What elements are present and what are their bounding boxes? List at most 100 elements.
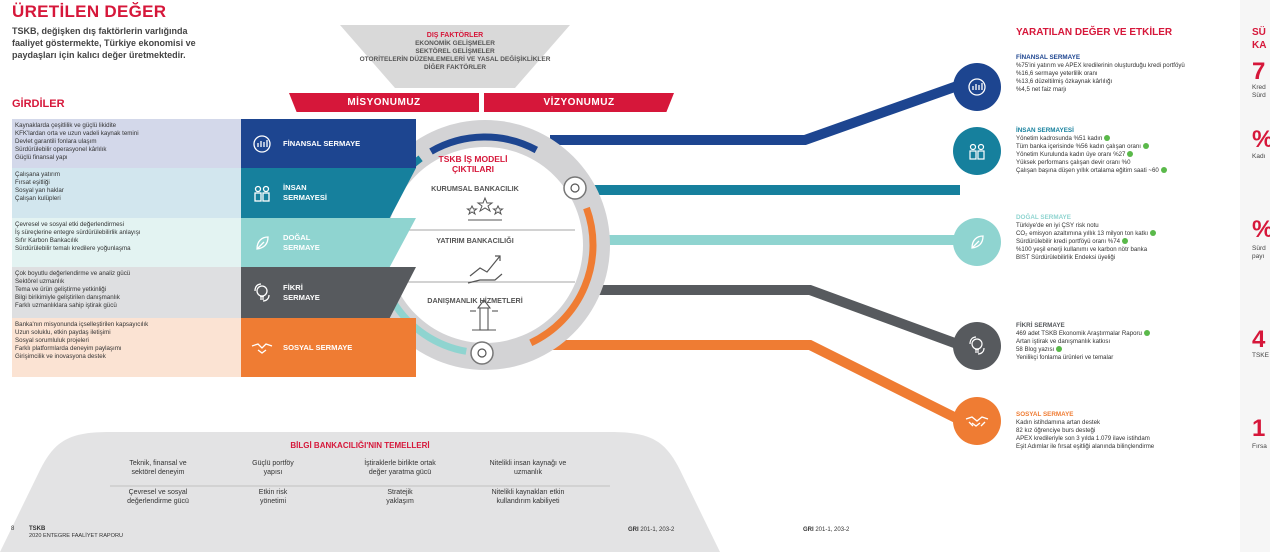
business-model-title: TSKB İŞ MODELİ ÇIKTILARI: [418, 154, 528, 174]
input-row-line: İş süreçlerine entegre sürdürülebilirlik…: [15, 229, 141, 236]
external-factor: SEKTÖREL GELİŞMELER: [415, 48, 495, 55]
capital-bar-label-line: SOSYAL SERMAYE: [283, 342, 353, 352]
output-block-title: FİKRİ SERMAYE: [1016, 322, 1065, 329]
input-row: Çevresel ve sosyal etki değerlendirmesi İ…: [12, 218, 242, 267]
inputs-title: GİRDİLER: [12, 98, 65, 110]
right-panel-stat-text: Kadı: [1252, 153, 1265, 161]
output-block-line-text: Türkiye'de en iyi ÇSY risk notu: [1016, 222, 1099, 229]
output-block-line-text: BIST Sürdürülebilirlik Endeksi üyeliği: [1016, 254, 1116, 261]
right-panel-title-line: KA: [1252, 40, 1267, 51]
right-panel-stat: 1: [1252, 415, 1266, 442]
outputs-title: YARATILAN DEĞER VE ETKİLER: [1016, 27, 1173, 38]
gri-label: GRI: [628, 527, 639, 533]
right-panel-title: SÜ KA: [1252, 26, 1266, 52]
knowledge-banking-cell-line: yapısı: [263, 469, 283, 476]
page-number: 8: [11, 526, 15, 532]
check-icon: [1160, 167, 1167, 174]
knowledge-banking-cell: Çevresel ve sosyal değerlendirme gücü: [103, 488, 213, 506]
right-panel-stat-line: Kred: [1252, 84, 1266, 91]
knowledge-banking-cell-line: Güçlü portföy: [252, 460, 294, 467]
gear-icon: [470, 341, 494, 365]
capital-bar-label: FİKRİ SERMAYE: [283, 283, 320, 303]
right-panel: [1240, 0, 1270, 552]
knowledge-banking-cell: Etkin risk yönetimi: [218, 488, 328, 506]
output-block-line: APEX kredileriyle son 3 yılda 1.079 ilav…: [1016, 435, 1154, 443]
advisory-services-label: DANIŞMANLIK HİZMETLERİ: [427, 296, 523, 305]
right-panel-stat-line: TSKE: [1252, 352, 1269, 359]
output-block-line: Eşit Adımlar ile fırsat eşitliği alanınd…: [1016, 443, 1154, 451]
flow-line-sosyal: [550, 340, 963, 425]
gear-icon: [563, 176, 587, 200]
output-block-line: Yönetim kadrosunda %51 kadın: [1016, 135, 1167, 143]
input-row-line: Fırsat eşitliği: [15, 179, 50, 186]
capital-bar: FİNANSAL SERMAYE: [241, 119, 416, 168]
capital-bar-label-line: DOĞAL: [283, 232, 311, 242]
input-row-line: KFK'lardan orta ve uzun vadeli kaynak te…: [15, 130, 139, 137]
external-factor: OTORİTELERİN DÜZENLEMELERİ VE YASAL DEĞİ…: [359, 56, 551, 63]
lighthouse-icon: [470, 299, 498, 331]
handshake-icon: [247, 333, 277, 363]
knowledge-banking-cell: İştiraklerle birlikte ortak değer yaratma…: [345, 459, 455, 477]
capital-bar-label-line: SERMAYE: [283, 292, 320, 302]
right-panel-stat: 4: [1252, 326, 1266, 353]
input-row-line: Uzun soluklu, etkin paydaş iletişimi: [15, 329, 111, 336]
output-block-line-text: Yüksek performans çalışan devir oranı %0: [1016, 159, 1131, 166]
idea-icon: [969, 336, 985, 355]
input-row-line: Çok boyutlu değerlendirme ve analiz gücü: [15, 270, 131, 277]
right-panel-stat-line: Kadı: [1252, 153, 1266, 160]
output-block-line: 469 adet TSKB Ekonomik Araştırmalar Rapo…: [1016, 330, 1150, 338]
input-row-line: Farklı platformlarda deneyim paylaşımı: [15, 345, 122, 352]
output-block-line-text: Kadın istihdamına artan destek: [1016, 419, 1101, 426]
input-row-line: Girişimcilik ve inovasyona destek: [15, 353, 106, 360]
knowledge-banking-cell-line: İştiraklerle birlikte ortak: [364, 460, 436, 467]
external-factors-shape: [340, 25, 570, 88]
output-block-line-text: %100 yeşil enerji kullanımı ve karbon nö…: [1016, 246, 1148, 253]
right-panel-stat: %: [1252, 126, 1270, 154]
external-factors: DIŞ FAKTÖRLER EKONOMİK GELİŞMELER SEKTÖR…: [340, 32, 570, 72]
output-block-line: %13,6 düzeltilmiş özkaynak kârlılığı: [1016, 78, 1185, 86]
output-block-line: %75'ini yatırım ve APEX kredilerinin olu…: [1016, 62, 1185, 70]
output-block-line: Tüm banka içerisinde %56 kadın çalışan o…: [1016, 143, 1167, 151]
input-row-line: Çevresel ve sosyal etki değerlendirmesi: [15, 221, 125, 228]
capital-bar: SOSYAL SERMAYE: [241, 318, 416, 377]
capital-bar-label: DOĞAL SERMAYE: [283, 233, 320, 253]
intro-line: faaliyet göstermekte, Türkiye ekonomisi …: [12, 38, 196, 48]
handshake-icon: [965, 416, 989, 427]
check-icon: [1143, 330, 1150, 337]
output-block-line-text: Yönetim Kurulunda kadın üye oranı %27: [1016, 151, 1126, 158]
output-block-line-text: %75'ini yatırım ve APEX kredilerinin olu…: [1016, 62, 1185, 69]
input-row-line: Bilgi birikimiyle geliştirilen danışmanl…: [15, 294, 120, 301]
gri-value: 201-1, 203-2: [638, 527, 675, 533]
capital-bar-label: FİNANSAL SERMAYE: [283, 139, 360, 149]
footer-company: TSKB: [29, 526, 46, 532]
output-block-line-text: %4,5 net faiz marjı: [1016, 86, 1067, 93]
output-block-title: DOĞAL SERMAYE: [1016, 214, 1071, 221]
output-block-line: Yüksek performans çalışan devir oranı %0: [1016, 159, 1167, 167]
right-panel-stat: 7: [1252, 58, 1266, 85]
leaf-icon: [247, 228, 277, 258]
right-panel-stat-text: TSKE: [1252, 352, 1269, 360]
input-row: Kaynaklarda çeşitlilik ve güçlü likidite…: [12, 119, 242, 168]
output-circle-dogal: [953, 218, 1001, 266]
output-block-line-text: APEX kredileriyle son 3 yılda 1.079 ilav…: [1016, 435, 1150, 442]
vision-ribbon: VİZYONUMUZ: [484, 93, 674, 112]
people-icon: [969, 143, 985, 160]
gri-reference: GRI 201-1, 203-2: [628, 527, 674, 533]
right-panel-stat: %: [1252, 216, 1270, 244]
input-row-line: Güçlü finansal yapı: [15, 154, 68, 161]
input-row-line: Devlet garantili fonlara ulaşım: [15, 138, 97, 145]
right-panel-title-line: SÜ: [1252, 27, 1266, 38]
output-block-line: Yenilikçi fonlama ürünleri ve temalar: [1016, 354, 1150, 362]
right-panel-stat-text: Kred Sürd: [1252, 84, 1266, 100]
capital-bar: FİKRİ SERMAYE: [241, 267, 416, 318]
flow-line-fikri: [570, 285, 962, 350]
output-block-line: BIST Sürdürülebilirlik Endeksi üyeliği: [1016, 254, 1156, 262]
input-row-line: Banka'nın misyonunda içselleştirilen kap…: [15, 321, 149, 328]
right-panel-stat-line: Fırsa: [1252, 443, 1267, 450]
flow-lines: [550, 80, 963, 425]
input-row-line: Çalışan kulüpleri: [15, 195, 61, 202]
knowledge-banking-cell-line: kullandırım kabiliyeti: [496, 498, 560, 505]
output-block-line-text: Artan iştirak ve danışmanlık katkısı: [1016, 338, 1111, 345]
input-row-line: Çalışana yatırım: [15, 171, 61, 178]
input-row-line: Sürdürülebilir temalı kredilere yoğunlaş…: [15, 245, 131, 252]
